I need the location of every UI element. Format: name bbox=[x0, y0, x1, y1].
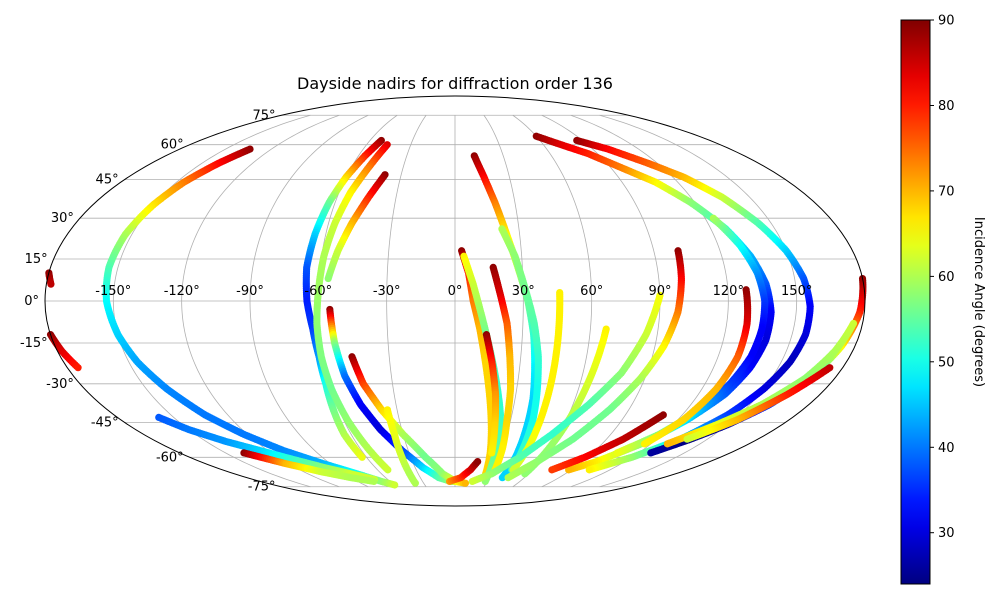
colorbar-tick-label: 80 bbox=[938, 99, 955, 114]
nadir-point bbox=[384, 466, 392, 474]
latitude-tick-label: 45° bbox=[96, 173, 119, 188]
colorbar-tick-label: 40 bbox=[938, 441, 955, 456]
colorbar-label: Incidence Angle (degrees) bbox=[971, 217, 986, 387]
nadir-point bbox=[488, 449, 496, 457]
latitude-tick-label: 15° bbox=[25, 252, 48, 267]
colorbar-tick-label: 70 bbox=[938, 184, 955, 199]
longitude-tick-label: -30° bbox=[373, 284, 401, 299]
longitude-tick-label: -150° bbox=[95, 284, 131, 299]
colorbar-ticks: 30 40 50 60 70 80 90 bbox=[930, 14, 955, 541]
nadir-point bbox=[548, 466, 556, 474]
nadir-point bbox=[358, 453, 366, 461]
nadir-point bbox=[47, 280, 55, 288]
colorbar-tick-label: 30 bbox=[938, 526, 955, 541]
latitude-tick-label: -30° bbox=[46, 377, 74, 392]
nadir-point bbox=[663, 440, 671, 448]
longitude-tick-labels: -150° -120° -90° -60° -30° 0° 30° 60° 90° 120° 150… bbox=[95, 284, 812, 299]
latitude-tick-label: 0° bbox=[24, 294, 39, 309]
longitude-tick-label: -120° bbox=[164, 284, 200, 299]
nadir-point bbox=[565, 466, 573, 474]
colorbar-tick-label: 60 bbox=[938, 270, 955, 285]
nadir-point bbox=[613, 449, 621, 457]
colorbar-tick-label: 50 bbox=[938, 355, 955, 370]
chart-title: Dayside nadirs for diffraction order 136 bbox=[297, 74, 613, 93]
longitude-tick-label: 150° bbox=[781, 284, 812, 299]
latitude-tick-label: -75° bbox=[248, 480, 276, 495]
nadir-point bbox=[411, 479, 419, 487]
longitude-tick-label: 60° bbox=[580, 284, 603, 299]
nadir-point bbox=[585, 466, 593, 474]
latitude-tick-label: -45° bbox=[91, 415, 119, 430]
latitude-tick-label: 60° bbox=[161, 138, 184, 153]
nadir-point bbox=[391, 481, 399, 489]
longitude-gridline bbox=[599, 114, 798, 488]
longitude-tick-label: -60° bbox=[304, 284, 332, 299]
latitude-tick-label: -15° bbox=[20, 336, 48, 351]
scatter-points bbox=[45, 132, 867, 489]
nadir-point bbox=[461, 479, 470, 487]
nadir-point bbox=[324, 274, 332, 283]
nadir-point bbox=[683, 435, 691, 443]
nadir-point bbox=[647, 449, 655, 457]
nadir-point bbox=[370, 477, 378, 486]
map-outline bbox=[44, 95, 866, 507]
colorbar-tick-label: 90 bbox=[938, 14, 955, 29]
colorbar bbox=[900, 19, 931, 585]
longitude-tick-label: 30° bbox=[512, 284, 535, 299]
latitude-tick-labels: -75° -60° -45° -30° -15° 0° 15° 30° 45° 60° 75° bbox=[20, 108, 276, 494]
longitude-tick-label: 0° bbox=[448, 284, 463, 299]
nadir-point bbox=[640, 440, 649, 448]
longitude-tick-label: 120° bbox=[713, 284, 744, 299]
nadir-point bbox=[74, 364, 82, 372]
nadir-point bbox=[504, 474, 512, 482]
nadir-point bbox=[468, 477, 476, 486]
longitude-tick-label: -90° bbox=[236, 284, 264, 299]
latitude-tick-label: -60° bbox=[156, 450, 184, 465]
longitude-tick-label: 90° bbox=[648, 284, 671, 299]
longitude-gridline bbox=[249, 114, 369, 488]
nadir-point bbox=[498, 474, 506, 482]
latitude-tick-label: 30° bbox=[51, 211, 74, 226]
map-graticule bbox=[45, 114, 865, 488]
nadir-point bbox=[474, 457, 482, 466]
latitude-tick-label: 75° bbox=[252, 108, 275, 123]
